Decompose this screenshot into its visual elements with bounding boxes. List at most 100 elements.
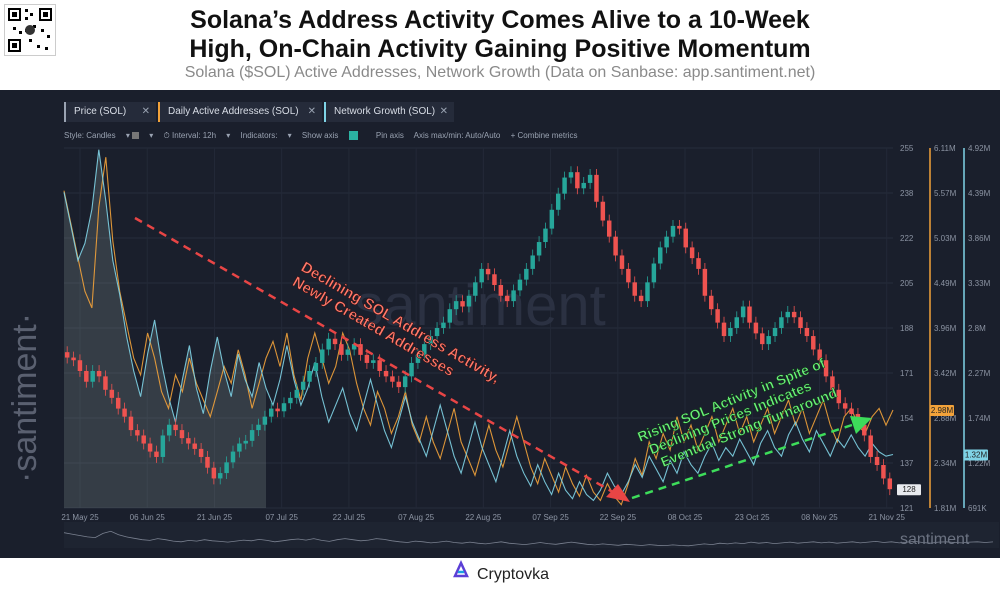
price-candle: [492, 274, 497, 286]
price-candle: [562, 177, 567, 194]
price-candle: [281, 403, 287, 412]
price-candle: [836, 389, 842, 404]
center-watermark: santiment: [354, 273, 605, 338]
axis-maxmin-select[interactable]: Axis max/min: Auto/Auto: [413, 131, 501, 140]
price-candle: [734, 317, 739, 328]
price-candle: [230, 451, 236, 463]
price-candle: [198, 448, 204, 457]
growth-tick-label: 4.92M: [968, 144, 991, 153]
network-growth-area: [64, 149, 267, 508]
price-candle: [600, 201, 606, 221]
price-candle: [179, 430, 185, 439]
price-candle: [696, 258, 701, 269]
price-candle: [90, 370, 95, 382]
price-candle: [677, 225, 682, 229]
price-candle: [160, 435, 166, 457]
qr-code: [4, 4, 56, 56]
price-candle: [868, 435, 873, 457]
price-candle: [823, 360, 829, 377]
price-current-badge: [897, 484, 921, 496]
price-candle: [383, 370, 389, 377]
price-candle: [709, 295, 714, 310]
price-candle: [632, 282, 637, 296]
x-tick-label: 22 Aug 25: [465, 513, 502, 522]
style-select[interactable]: Style: Candles ▾ ▾: [64, 131, 154, 140]
show-axis-toggle[interactable]: Show axis: [302, 131, 366, 141]
price-tick-label: 137: [900, 459, 914, 468]
growth-tick-label: 4.39M: [968, 189, 991, 198]
price-candle: [549, 209, 555, 229]
price-candle: [109, 389, 115, 398]
price-candle: [498, 285, 504, 296]
daa-tick-label: 1.81M: [934, 504, 957, 513]
price-tick-label: 121: [900, 504, 914, 513]
combine-metrics-button[interactable]: + Combine metrics: [510, 131, 578, 140]
price-candle: [300, 381, 306, 390]
chart-panel: Price (SOL) ✕ Daily Active Addresses (SOL…: [0, 90, 1000, 558]
x-tick-label: 21 May 25: [61, 513, 99, 522]
indicators-select[interactable]: Indicators: ▾: [240, 131, 292, 140]
price-candle: [887, 478, 893, 490]
x-tick-label: 21 Nov 25: [868, 513, 905, 522]
price-candle: [307, 370, 312, 382]
tab-growth-label: Network Growth (SOL): [334, 106, 436, 117]
page-subtitle: Solana ($SOL) Active Addresses, Network …: [184, 64, 816, 81]
price-candle: [473, 282, 478, 296]
price-candle: [128, 416, 134, 431]
price-tick-label: 255: [900, 144, 914, 153]
price-candle: [804, 328, 810, 337]
interval-select[interactable]: ⏱ Interval: 12h ▾: [163, 131, 231, 140]
checkbox-icon[interactable]: [348, 131, 358, 141]
price-candle: [555, 193, 561, 210]
price-candle: [326, 338, 331, 350]
daa-tick-label: 5.03M: [934, 234, 957, 243]
price-candle: [186, 438, 191, 444]
x-tick-label: 07 Jul 25: [265, 513, 298, 522]
price-candle: [689, 247, 695, 259]
tab-price[interactable]: Price (SOL) ✕: [64, 102, 156, 122]
price-candle: [141, 435, 146, 444]
pin-axis-toggle[interactable]: Pin axis: [375, 131, 404, 140]
growth-current-badge: [964, 449, 988, 461]
daa-tick-label: 3.96M: [934, 324, 957, 333]
price-candle: [428, 336, 433, 345]
price-candle: [791, 311, 797, 318]
price-candle: [358, 344, 363, 355]
price-candle: [147, 443, 153, 452]
price-candle: [364, 354, 370, 363]
x-tick-label: 06 Jun 25: [130, 513, 166, 522]
price-candle: [447, 309, 453, 323]
price-tick-label: 188: [900, 324, 914, 333]
chart-toolbar: Style: Candles ▾ ▾ ⏱ Interval: 12h ▾ Ind…: [64, 128, 586, 144]
price-candle: [721, 322, 727, 337]
x-tick-label: 22 Jul 25: [333, 513, 366, 522]
daa-tick-label: 5.57M: [934, 189, 957, 198]
price-candle: [288, 397, 293, 404]
price-candle: [249, 430, 255, 441]
close-icon[interactable]: ✕: [439, 106, 448, 117]
daa-tick-label: 2.88M: [934, 414, 957, 423]
price-candle: [71, 357, 76, 361]
tab-network-growth[interactable]: Network Growth (SOL) ✕: [324, 102, 454, 122]
price-candle: [753, 322, 759, 334]
price-candle: [485, 268, 491, 275]
growth-tick-label: 2.8M: [968, 324, 986, 333]
price-candle: [237, 443, 242, 452]
price-candle: [377, 360, 382, 371]
price-candle: [530, 255, 535, 269]
close-icon[interactable]: ✕: [141, 106, 150, 117]
price-candle: [740, 306, 746, 318]
cryptovka-logo-icon: [451, 560, 471, 590]
navigator-watermark: santiment: [900, 531, 970, 548]
x-tick-label: 07 Aug 25: [398, 513, 435, 522]
price-candle: [594, 174, 599, 202]
price-candle: [211, 467, 217, 479]
color-swatch[interactable]: [132, 132, 140, 140]
price-candle: [453, 301, 459, 310]
tab-price-label: Price (SOL): [74, 106, 127, 117]
tab-daily-active-addresses[interactable]: Daily Active Addresses (SOL) ✕: [158, 102, 322, 122]
close-icon[interactable]: ✕: [307, 106, 316, 117]
price-candle: [575, 172, 580, 189]
price-candle: [524, 268, 529, 280]
price-candle: [122, 408, 127, 417]
